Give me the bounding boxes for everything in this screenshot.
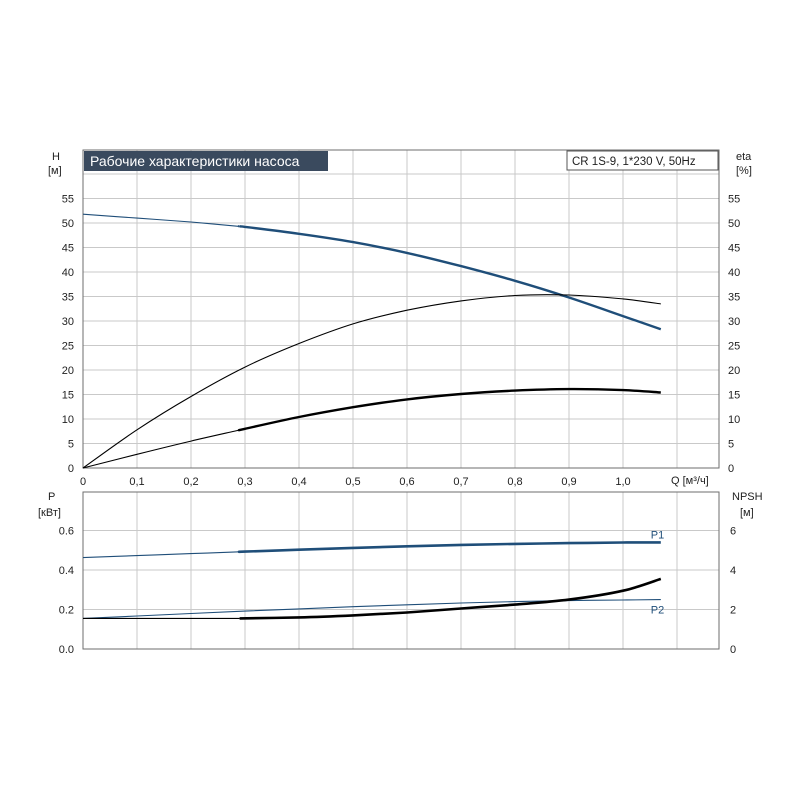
x-tick-label: 0,1 bbox=[129, 476, 144, 488]
y-tick-label-right: 5 bbox=[728, 439, 734, 451]
series-p1-bold-line bbox=[237, 541, 661, 554]
y-tick-label-left: 25 bbox=[62, 341, 74, 353]
x-tick-label: 0,6 bbox=[399, 476, 414, 488]
npsh-tick-label: 6 bbox=[730, 526, 736, 538]
series-eta-bold-bold-line bbox=[237, 387, 661, 432]
x-tick-label: 0 bbox=[80, 476, 86, 488]
x-tick-label: 0,3 bbox=[237, 476, 252, 488]
series-h-thin-line bbox=[82, 213, 240, 227]
chart-title-box bbox=[84, 151, 328, 171]
y-tick-label-left: 20 bbox=[62, 365, 74, 377]
y-axis-unit-npsh: [м] bbox=[740, 507, 754, 519]
top-grid bbox=[83, 150, 719, 468]
series-p1-thin-line bbox=[82, 551, 240, 559]
p-tick-label: 0.0 bbox=[59, 644, 74, 656]
top-series bbox=[82, 213, 662, 469]
y-axis-title-eta: eta bbox=[736, 151, 752, 163]
p-tick-label: 0.2 bbox=[59, 605, 74, 617]
model-label: CR 1S-9, 1*230 V, 50Hz bbox=[572, 156, 696, 168]
x-axis-title: Q [м³/ч] bbox=[671, 475, 709, 487]
x-tick-label: 0,5 bbox=[345, 476, 360, 488]
x-tick-label: 0,2 bbox=[183, 476, 198, 488]
bottom-plot-frame bbox=[82, 491, 720, 650]
series-npsh-bold-line bbox=[239, 577, 662, 620]
top-ticks: 0 0,1 0,2 0,3 0,4 0,5 0,6 0,7 0,8 0,9 1,0 0 5 10 15 20 2… bbox=[62, 194, 741, 489]
y-tick-label-right: 25 bbox=[728, 341, 740, 353]
model-label-box bbox=[566, 150, 719, 171]
series-label-p2: P2 bbox=[651, 605, 664, 617]
y-tick-label-left: 35 bbox=[62, 292, 74, 304]
chart-title: Рабочие характеристики насоса bbox=[90, 153, 300, 169]
y-tick-label-right: 40 bbox=[728, 267, 740, 279]
series-label-p1: P1 bbox=[651, 529, 664, 541]
x-tick-label: 0,4 bbox=[291, 476, 306, 488]
y-axis-title-h: H bbox=[52, 151, 60, 163]
series-p2-line bbox=[82, 599, 661, 619]
bottom-grid bbox=[83, 492, 719, 649]
x-tick-label: 0,9 bbox=[561, 476, 576, 488]
y-tick-label-left: 5 bbox=[68, 439, 74, 451]
p-tick-label: 0.4 bbox=[59, 565, 74, 577]
x-tick-label: 0,7 bbox=[453, 476, 468, 488]
y-axis-unit-eta: [%] bbox=[736, 165, 752, 177]
y-tick-label-right: 35 bbox=[728, 292, 740, 304]
x-tick-label: 0,8 bbox=[507, 476, 522, 488]
y-tick-label-right: 0 bbox=[728, 463, 734, 475]
top-plot-frame bbox=[82, 149, 720, 469]
y-tick-label-left: 50 bbox=[62, 218, 74, 230]
y-tick-label-right: 20 bbox=[728, 365, 740, 377]
npsh-tick-label: 4 bbox=[730, 565, 736, 577]
y-axis-title-npsh: NPSH bbox=[732, 491, 763, 503]
y-axis-unit-p: [кВт] bbox=[38, 507, 61, 519]
series-eta-bold-thin-line bbox=[82, 429, 240, 469]
y-tick-label-right: 55 bbox=[728, 194, 740, 206]
npsh-tick-label: 2 bbox=[730, 605, 736, 617]
y-tick-label-right: 30 bbox=[728, 316, 740, 328]
y-tick-label-right: 10 bbox=[728, 414, 740, 426]
bottom-ticks: 0.0 0.2 0.4 0.6 0 2 4 6 bbox=[59, 526, 736, 657]
y-tick-label-left: 40 bbox=[62, 267, 74, 279]
y-axis-title-p: P bbox=[48, 491, 55, 503]
y-tick-label-left: 30 bbox=[62, 316, 74, 328]
y-tick-label-left: 45 bbox=[62, 243, 74, 255]
y-tick-label-left: 55 bbox=[62, 194, 74, 206]
y-tick-label-left: 0 bbox=[68, 463, 74, 475]
x-tick-label: 1,0 bbox=[615, 476, 630, 488]
p-tick-label: 0.6 bbox=[59, 526, 74, 538]
y-tick-label-right: 15 bbox=[728, 390, 740, 402]
y-tick-label-left: 15 bbox=[62, 390, 74, 402]
y-tick-label-left: 10 bbox=[62, 414, 74, 426]
bottom-series: P1 P2 bbox=[82, 529, 664, 620]
y-tick-label-right: 45 bbox=[728, 243, 740, 255]
npsh-tick-label: 0 bbox=[730, 644, 736, 656]
y-tick-label-right: 50 bbox=[728, 218, 740, 230]
series-h-bold-line bbox=[237, 225, 662, 331]
y-axis-unit-h: [м] bbox=[48, 165, 62, 177]
series-eta-line bbox=[82, 294, 661, 469]
